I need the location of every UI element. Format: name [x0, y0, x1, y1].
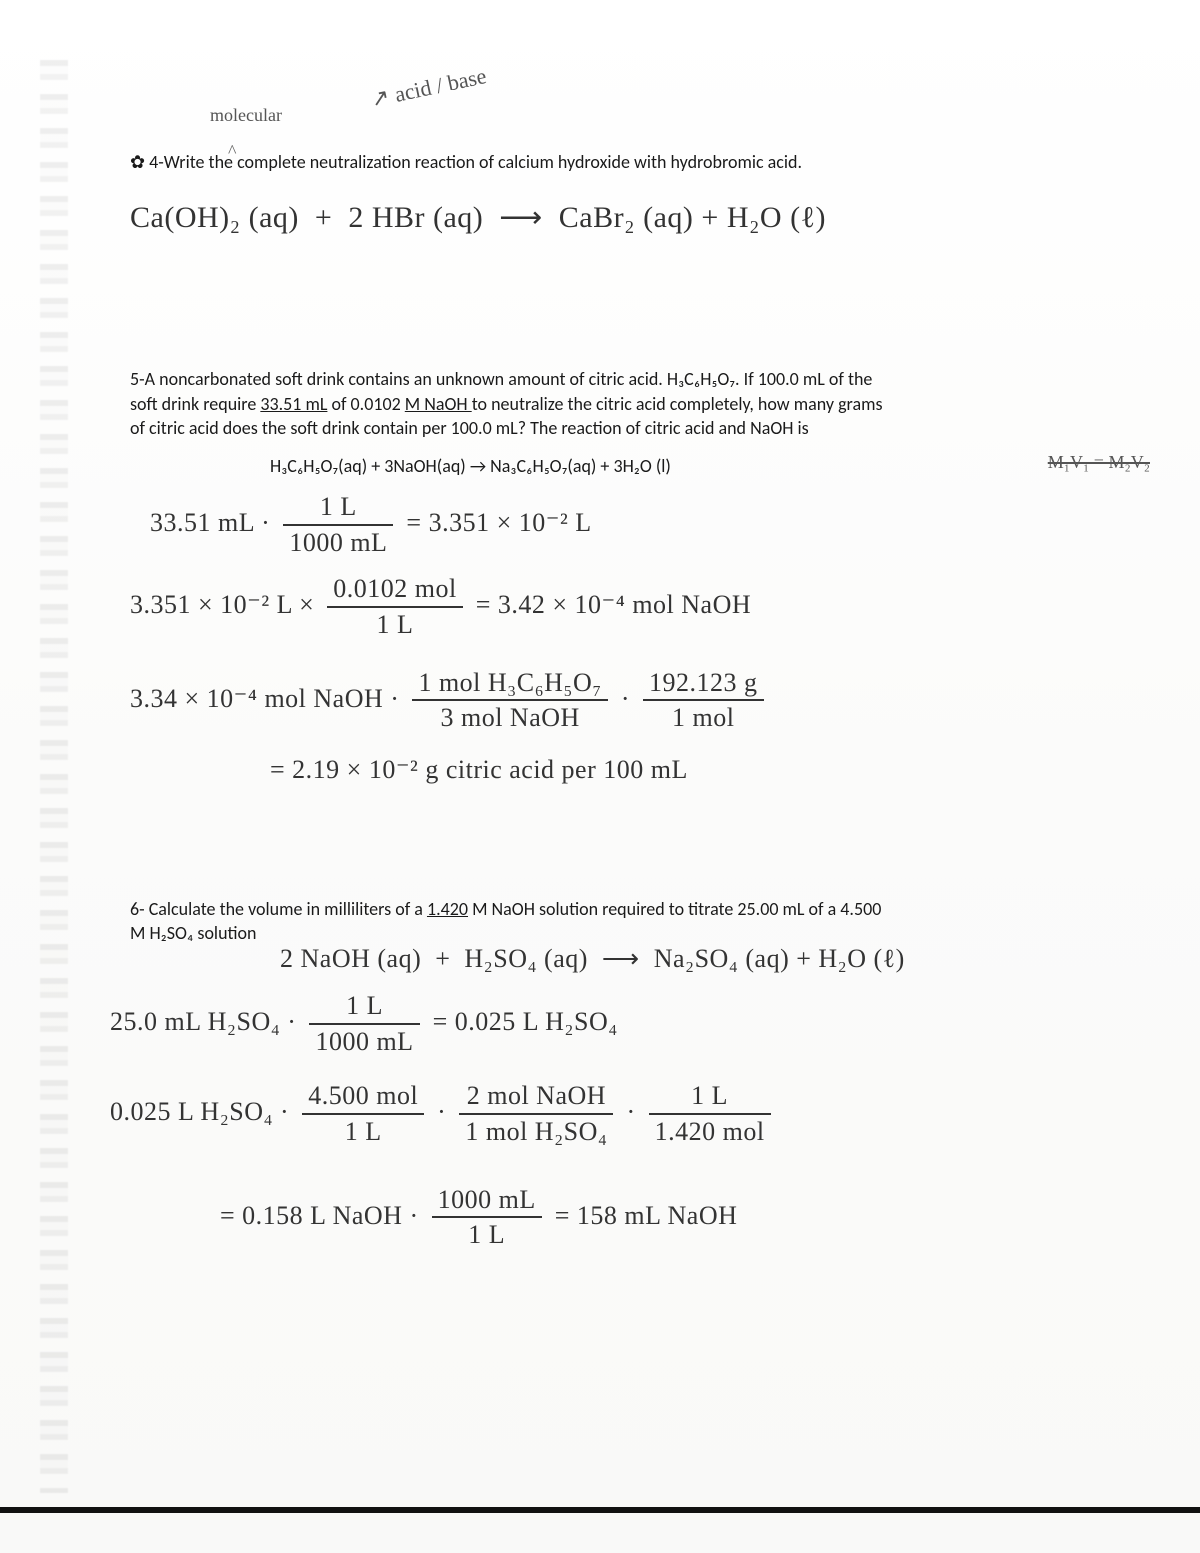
- q5-prompt: 5-A noncarbonated soft drink contains an…: [130, 367, 1090, 440]
- q6-calc3: = 0.158 L NaOH · 1000 mL 1 L = 158 mL Na…: [220, 1183, 1090, 1253]
- q6-c2-f2n: 2 mol NaOH: [459, 1079, 613, 1115]
- q6-c3-num: 1000 mL: [432, 1183, 542, 1219]
- q5-c1-den: 1000 mL: [283, 526, 393, 560]
- q5-calc4: = 2.19 × 10⁻² g citric acid per 100 mL: [270, 753, 1090, 787]
- q6-c2-dot: ·: [437, 1097, 446, 1126]
- q6-c2-f2d: 1 mol H₂SO₄: [459, 1115, 613, 1149]
- q4-lhs1: Ca(OH)₂ (aq): [130, 201, 299, 234]
- page-bottom-border: [0, 1507, 1200, 1513]
- q6-c1-den: 1000 mL: [309, 1025, 419, 1059]
- q5-c3-f1: 1 mol H₃C₆H₅O₇ 3 mol NaOH: [412, 666, 607, 736]
- q6-lhs2: H₂SO₄ (aq): [464, 944, 588, 973]
- q6-c3-den: 1 L: [432, 1218, 542, 1252]
- q6-c1-left: 25.0 mL H₂SO₄ ·: [110, 1007, 296, 1036]
- q6-calc2: 0.025 L H₂SO₄ · 4.500 mol 1 L · 2 mol Na…: [110, 1079, 1090, 1149]
- q6-c2-left: 0.025 L H₂SO₄ ·: [110, 1097, 289, 1126]
- q5-c1-num: 1 L: [283, 490, 393, 526]
- question-5: 5-A noncarbonated soft drink contains an…: [130, 367, 1090, 787]
- q6-c1-right: = 0.025 L H₂SO₄: [433, 1007, 618, 1036]
- worksheet-page: molecular ↗acid / base ✿ 4-Write the com…: [0, 0, 1200, 1553]
- q6-c2-dot2: ·: [626, 1097, 635, 1126]
- q5-l2a: soft drink require: [130, 393, 260, 415]
- q4-arrow: ⟶: [499, 201, 543, 234]
- q4-plus1: +: [315, 201, 332, 234]
- q6-l1a: 6- Calculate the volume in milliliters o…: [130, 898, 427, 920]
- annotation-acid-base: ↗acid / base: [369, 63, 489, 113]
- q5-c3-f2n: 192.123 g: [643, 666, 764, 702]
- q6-calc1: 25.0 mL H₂SO₄ · 1 L 1000 mL = 0.025 L H₂…: [110, 989, 1090, 1059]
- q5-prompt-l1: 5-A noncarbonated soft drink contains an…: [130, 367, 1090, 391]
- q6-c2-f1: 4.500 mol 1 L: [302, 1079, 424, 1149]
- q6-c3-left: = 0.158 L NaOH ·: [220, 1200, 419, 1229]
- q4-prompt-a: 4-Write the: [149, 151, 237, 173]
- q6-l1c: M NaOH solution required to titrate 25.0…: [468, 898, 881, 920]
- q5-reaction-line: H₃C₆H₅O₇(aq) + 3NaOH(aq) → Na₃C₆H₅O₇(aq)…: [270, 454, 1090, 478]
- q4-prompt-complete: complete: [237, 151, 306, 173]
- curved-arrow-icon: ↗: [369, 84, 392, 112]
- q4-lhs2: 2 HBr (aq): [348, 201, 483, 234]
- q6-c3-right: = 158 mL NaOH: [555, 1200, 738, 1229]
- q6-c3-frac: 1000 mL 1 L: [432, 1183, 542, 1253]
- q5-l2c: of 0.0102: [327, 393, 404, 415]
- q4-prompt-b: neutralization reaction of calcium hydro…: [306, 151, 802, 173]
- q5-c2-frac: 0.0102 mol 1 L: [327, 572, 462, 642]
- q5-reaction: H₃C₆H₅O₇(aq) + 3NaOH(aq) → Na₃C₆H₅O₇(aq)…: [270, 455, 671, 477]
- q5-c2-right: = 3.42 × 10⁻⁴ mol NaOH: [476, 590, 751, 619]
- q5-calc3: 3.34 × 10⁻⁴ mol NaOH · 1 mol H₃C₆H₅O₇ 3 …: [130, 666, 1090, 736]
- q4-rhs1: CaBr₂ (aq): [559, 201, 694, 234]
- q6-rhs1: Na₂SO₄ (aq): [654, 944, 790, 973]
- q5-c1-right: = 3.351 × 10⁻² L: [406, 508, 591, 537]
- annotation-acid-base-text: acid / base: [392, 63, 488, 107]
- q6-c1-num: 1 L: [309, 989, 419, 1025]
- q5-prompt-l2: soft drink require 33.51 mL of 0.0102 M …: [130, 392, 1090, 416]
- q6-l1: 6- Calculate the volume in milliliters o…: [130, 897, 1090, 921]
- q5-l2b: 33.51 mL: [260, 393, 327, 415]
- q5-prompt-l3: of citric acid does the soft drink conta…: [130, 416, 1090, 440]
- annotation-molecular-text: molecular: [210, 105, 282, 125]
- q5-c3-f2d: 1 mol: [643, 701, 764, 735]
- q5-side-note: M₁V₁ = M₂V₂: [1048, 450, 1150, 474]
- q6-c2-f3d: 1.420 mol: [649, 1115, 771, 1149]
- q5-c2-den: 1 L: [327, 608, 462, 642]
- q6-rhs2: H₂O (ℓ): [818, 944, 904, 973]
- binder-edge: [40, 60, 68, 1493]
- q6-plus2: +: [796, 944, 811, 973]
- caret-icon: ^: [228, 139, 236, 163]
- q6-lhs1: 2 NaOH (aq): [280, 944, 421, 973]
- question-6: 6- Calculate the volume in milliliters o…: [130, 897, 1090, 1252]
- q6-c2-f1d: 1 L: [302, 1115, 424, 1149]
- q5-l2d: M NaOH: [405, 393, 472, 415]
- q6-c2-f3: 1 L 1.420 mol: [649, 1079, 771, 1149]
- q5-c3-left: 3.34 × 10⁻⁴ mol NaOH ·: [130, 683, 399, 712]
- q6-c2-f1n: 4.500 mol: [302, 1079, 424, 1115]
- q6-plus1: +: [435, 944, 450, 973]
- q5-calc2: 3.351 × 10⁻² L × 0.0102 mol 1 L = 3.42 ×…: [130, 572, 1090, 642]
- q5-c3-f1n: 1 mol H₃C₆H₅O₇: [412, 666, 607, 702]
- q5-c3-f1d: 3 mol NaOH: [412, 701, 607, 735]
- q4-rhs2: H₂O (ℓ): [727, 201, 826, 234]
- q6-c1-frac: 1 L 1000 mL: [309, 989, 419, 1059]
- q4-plus2: +: [701, 201, 718, 234]
- question-4: ✿ 4-Write the complete neutralization re…: [130, 150, 1090, 237]
- q5-c1-left: 33.51 mL ·: [150, 508, 270, 537]
- q5-c3-f2: 192.123 g 1 mol: [643, 666, 764, 736]
- q6-l1b: 1.420: [427, 898, 468, 920]
- q6-c2-f2: 2 mol NaOH 1 mol H₂SO₄: [459, 1079, 613, 1149]
- q4-equation: Ca(OH)₂ (aq) + 2 HBr (aq) ⟶ CaBr₂ (aq) +…: [130, 198, 1090, 237]
- q6-c2-f3n: 1 L: [649, 1079, 771, 1115]
- q4-bullet: ✿: [130, 151, 145, 173]
- q5-c1-frac: 1 L 1000 mL: [283, 490, 393, 560]
- q5-c2-left: 3.351 × 10⁻² L ×: [130, 590, 314, 619]
- q5-calc1: 33.51 mL · 1 L 1000 mL = 3.351 × 10⁻² L: [150, 490, 1090, 560]
- annotation-molecular: molecular: [210, 105, 282, 126]
- q6-prompt: 6- Calculate the volume in milliliters o…: [130, 897, 1090, 946]
- q6-arrow: ⟶: [602, 944, 640, 973]
- q5-c3-dot: ·: [621, 683, 630, 712]
- q6-equation: 2 NaOH (aq) + H₂SO₄ (aq) ⟶ Na₂SO₄ (aq) +…: [280, 942, 1090, 976]
- q4-prompt: ✿ 4-Write the complete neutralization re…: [130, 150, 1090, 174]
- q5-l2e: to neutralize the citric acid completely…: [472, 393, 883, 415]
- q5-c2-num: 0.0102 mol: [327, 572, 462, 608]
